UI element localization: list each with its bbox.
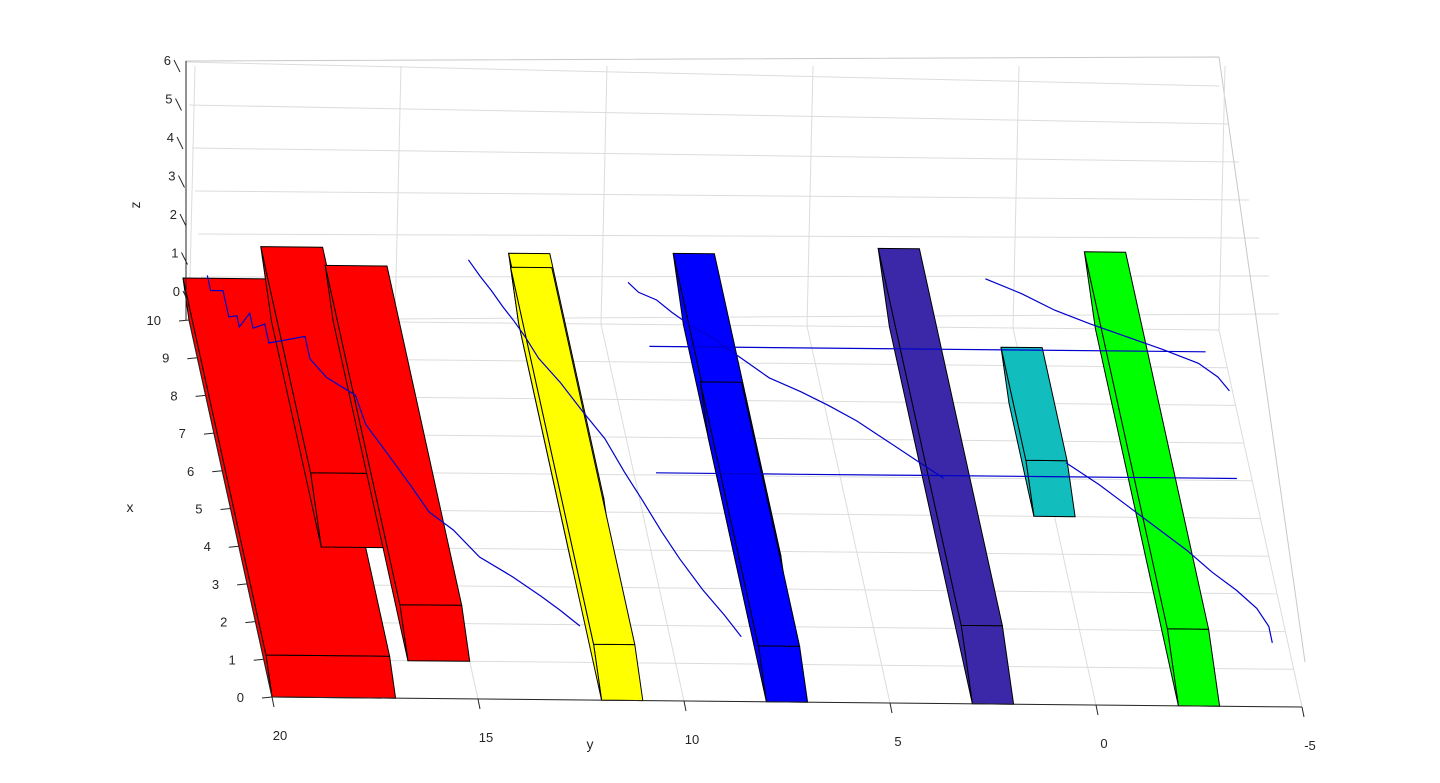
back-gridline-y bbox=[600, 65, 608, 325]
box-front-face bbox=[265, 654, 397, 699]
x-tick-label: 1 bbox=[228, 652, 235, 667]
box-top-face bbox=[699, 381, 801, 647]
z-tick-mark bbox=[181, 252, 188, 265]
x-tick-label: 7 bbox=[179, 426, 186, 441]
z-tick-label: 6 bbox=[164, 53, 171, 68]
back-gridline-y bbox=[806, 65, 814, 327]
z-tick-mark bbox=[176, 136, 184, 150]
x-tick-mark bbox=[178, 319, 190, 322]
z-tick-mark bbox=[175, 98, 182, 111]
z-tick-label: 5 bbox=[165, 92, 172, 107]
x-tick-mark bbox=[187, 357, 198, 360]
x-tick-label: 5 bbox=[195, 502, 202, 517]
trajectory-path bbox=[206, 275, 581, 627]
y-tick-mark bbox=[271, 696, 275, 708]
z-tick-mark bbox=[182, 290, 190, 304]
y-tick-mark bbox=[1095, 704, 1099, 716]
back-gridline-z bbox=[194, 190, 1250, 201]
box-top-face bbox=[1000, 346, 1068, 462]
box-front-face bbox=[757, 645, 809, 703]
box-front-face bbox=[1025, 459, 1076, 518]
trajectory-path bbox=[1065, 462, 1273, 644]
back-gridline-z bbox=[197, 233, 1260, 239]
box-top-face bbox=[1083, 251, 1210, 630]
trajectory-path bbox=[985, 278, 1230, 392]
x-tick-label: 4 bbox=[204, 539, 211, 554]
back-gridline-z bbox=[185, 61, 1220, 87]
floor-gridline-y bbox=[806, 325, 891, 704]
x-tick-label: 6 bbox=[187, 464, 194, 479]
boxes-layer bbox=[182, 246, 1221, 707]
back-gridline-y bbox=[1012, 65, 1020, 329]
floor-gridline-y bbox=[1218, 329, 1303, 708]
x-tick-mark bbox=[203, 432, 214, 435]
back-gridline-y bbox=[394, 65, 402, 323]
y-tick-label: 20 bbox=[273, 728, 287, 743]
box-top-face bbox=[324, 264, 463, 606]
tick-labels-layer: 0 1 2 3 4 5 6 7 8 9 10 20 15 10 5 0 -5 0 1 2 3 4 5 6 bbox=[147, 53, 1316, 753]
z-tick-label: 0 bbox=[173, 284, 180, 299]
y-tick-label: 15 bbox=[479, 730, 493, 745]
z-tick-label: 1 bbox=[171, 246, 178, 261]
y-tick-mark bbox=[683, 700, 687, 712]
box-front-face bbox=[593, 643, 644, 702]
floor-gridline-y bbox=[600, 323, 685, 702]
z-tick-label: 3 bbox=[168, 169, 175, 184]
x-tick-label: 8 bbox=[170, 388, 177, 403]
x-tick-label: 0 bbox=[237, 690, 244, 705]
box-front-face bbox=[399, 604, 471, 662]
z-tick-mark bbox=[178, 175, 185, 188]
x-tick-mark bbox=[220, 508, 231, 510]
x-tick-mark bbox=[253, 658, 264, 661]
x-tick-mark bbox=[212, 470, 223, 473]
x-tick-mark bbox=[228, 545, 239, 548]
z-axis-label: z bbox=[127, 202, 143, 209]
box-front-face bbox=[1166, 628, 1221, 707]
y-axis-label: y bbox=[587, 736, 594, 752]
back-gridline-z bbox=[188, 104, 1230, 125]
trajectory-path bbox=[655, 472, 1237, 480]
z-tick-label: 4 bbox=[167, 130, 174, 145]
box-top-face bbox=[877, 247, 1004, 627]
trajectory-path bbox=[649, 345, 1206, 353]
y-tick-mark bbox=[1301, 706, 1305, 718]
x-tick-label: 9 bbox=[162, 351, 169, 366]
x-tick-label: 10 bbox=[147, 313, 161, 328]
x-tick-mark bbox=[261, 696, 273, 699]
y-tick-label: 10 bbox=[685, 732, 699, 747]
x-tick-mark bbox=[245, 621, 256, 624]
z-tick-mark bbox=[179, 213, 187, 227]
y-tick-mark bbox=[889, 702, 893, 714]
trajectory-path bbox=[627, 281, 944, 479]
x-tick-mark bbox=[237, 583, 248, 586]
z-tick-label: 2 bbox=[170, 207, 177, 222]
x-tick-label: 2 bbox=[220, 615, 227, 630]
path-layer bbox=[206, 259, 1273, 644]
y-tick-mark bbox=[477, 698, 481, 710]
y-tick-label: -5 bbox=[1304, 738, 1316, 753]
back-gridline-y bbox=[1218, 65, 1226, 331]
y-tick-label: 0 bbox=[1100, 736, 1107, 751]
box-front-face bbox=[960, 624, 1015, 705]
y-axis-line bbox=[271, 696, 1303, 708]
x-tick-mark bbox=[195, 394, 206, 397]
z-tick-mark bbox=[173, 59, 181, 73]
x-tick-label: 3 bbox=[212, 577, 219, 592]
back-gridline-z bbox=[191, 147, 1240, 163]
trajectory-path bbox=[467, 259, 742, 638]
x-axis-label: x bbox=[127, 499, 134, 515]
y-tick-label: 5 bbox=[894, 734, 901, 749]
